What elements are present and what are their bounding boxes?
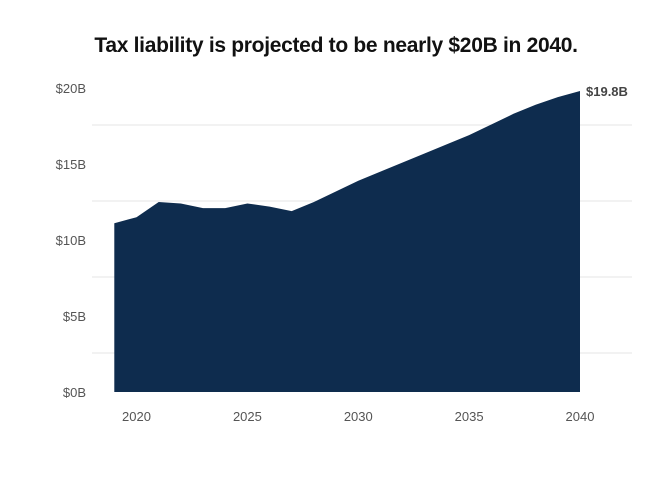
y-axis-ticks: $0B $5B $10B $15B $20B [56,81,86,400]
y-tick-label: $5B [63,309,86,324]
y-tick-label: $0B [63,385,86,400]
x-tick-label: 2030 [344,409,373,424]
x-tick-label: 2020 [122,409,151,424]
end-value-label: $19.8B [586,84,628,99]
y-tick-label: $15B [56,157,86,172]
chart-title: Tax liability is projected to be nearly … [94,34,578,57]
y-tick-label: $10B [56,233,86,248]
area-fill [114,91,581,392]
x-tick-label: 2040 [566,409,595,424]
x-axis-ticks: 2020 2025 2030 2035 2040 [122,409,594,424]
x-tick-label: 2025 [233,409,262,424]
y-tick-label: $20B [56,81,86,96]
area-series [114,91,581,392]
end-value-label-group: $19.8B [586,84,628,99]
x-tick-label: 2035 [455,409,484,424]
